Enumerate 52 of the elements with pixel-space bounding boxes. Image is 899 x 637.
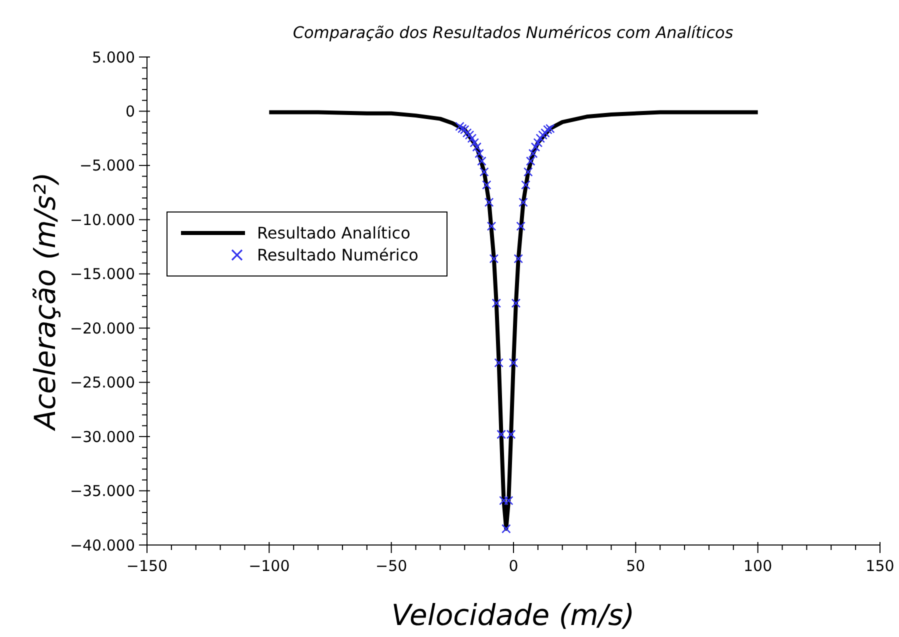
x-tick-label: −150	[126, 557, 168, 575]
x-tick-label: −50	[376, 557, 408, 575]
point	[494, 358, 504, 368]
point	[533, 138, 543, 148]
point	[474, 148, 484, 158]
point	[492, 298, 502, 308]
y-tick-label: −35.000	[70, 482, 135, 500]
point	[508, 358, 518, 368]
y-tick-label: −5.000	[79, 156, 135, 175]
y-tick-label: −10.000	[70, 210, 135, 229]
point	[455, 122, 464, 132]
point	[528, 148, 538, 158]
point	[514, 254, 524, 264]
point	[524, 167, 533, 177]
point	[518, 198, 528, 207]
y-tick-label: 5.000	[92, 48, 135, 66]
x-tick-label: −100	[248, 557, 290, 575]
y-axis-title: Aceleração (m/s²)	[28, 172, 62, 432]
point	[538, 130, 548, 140]
point	[470, 138, 480, 148]
point	[458, 124, 467, 134]
y-tick-label: −25.000	[70, 374, 135, 392]
point	[521, 180, 530, 190]
point	[543, 125, 552, 134]
x-tick-label: 0	[508, 557, 518, 575]
point	[536, 134, 546, 143]
point	[502, 524, 511, 534]
y-tick-label: −20.000	[70, 319, 135, 338]
point	[486, 222, 496, 231]
point	[511, 298, 521, 308]
point	[472, 142, 482, 152]
legend-label: Resultado Numérico	[257, 246, 418, 265]
x-tick-label: 150	[866, 557, 894, 575]
point	[467, 134, 477, 143]
y-tick-label: −40.000	[70, 536, 135, 554]
y-tick-label: −15.000	[70, 265, 135, 284]
point	[489, 254, 499, 264]
x-tick-label: 50	[626, 557, 646, 575]
y-tick-label: 0	[125, 102, 135, 120]
point	[516, 222, 526, 231]
point	[526, 156, 536, 166]
point	[484, 198, 494, 207]
point	[480, 167, 489, 177]
y-tick-label: −30.000	[70, 428, 135, 446]
point	[546, 124, 555, 134]
x-tick-label: 100	[744, 557, 772, 575]
point	[530, 142, 540, 152]
point	[477, 156, 486, 166]
point	[482, 180, 492, 190]
chart-title: Comparação dos Resultados Numéricos com Analíticos	[292, 23, 734, 42]
legend-label: Resultado Analítico	[257, 224, 410, 243]
x-axis-title: Velocidade (m/s)	[391, 598, 635, 632]
